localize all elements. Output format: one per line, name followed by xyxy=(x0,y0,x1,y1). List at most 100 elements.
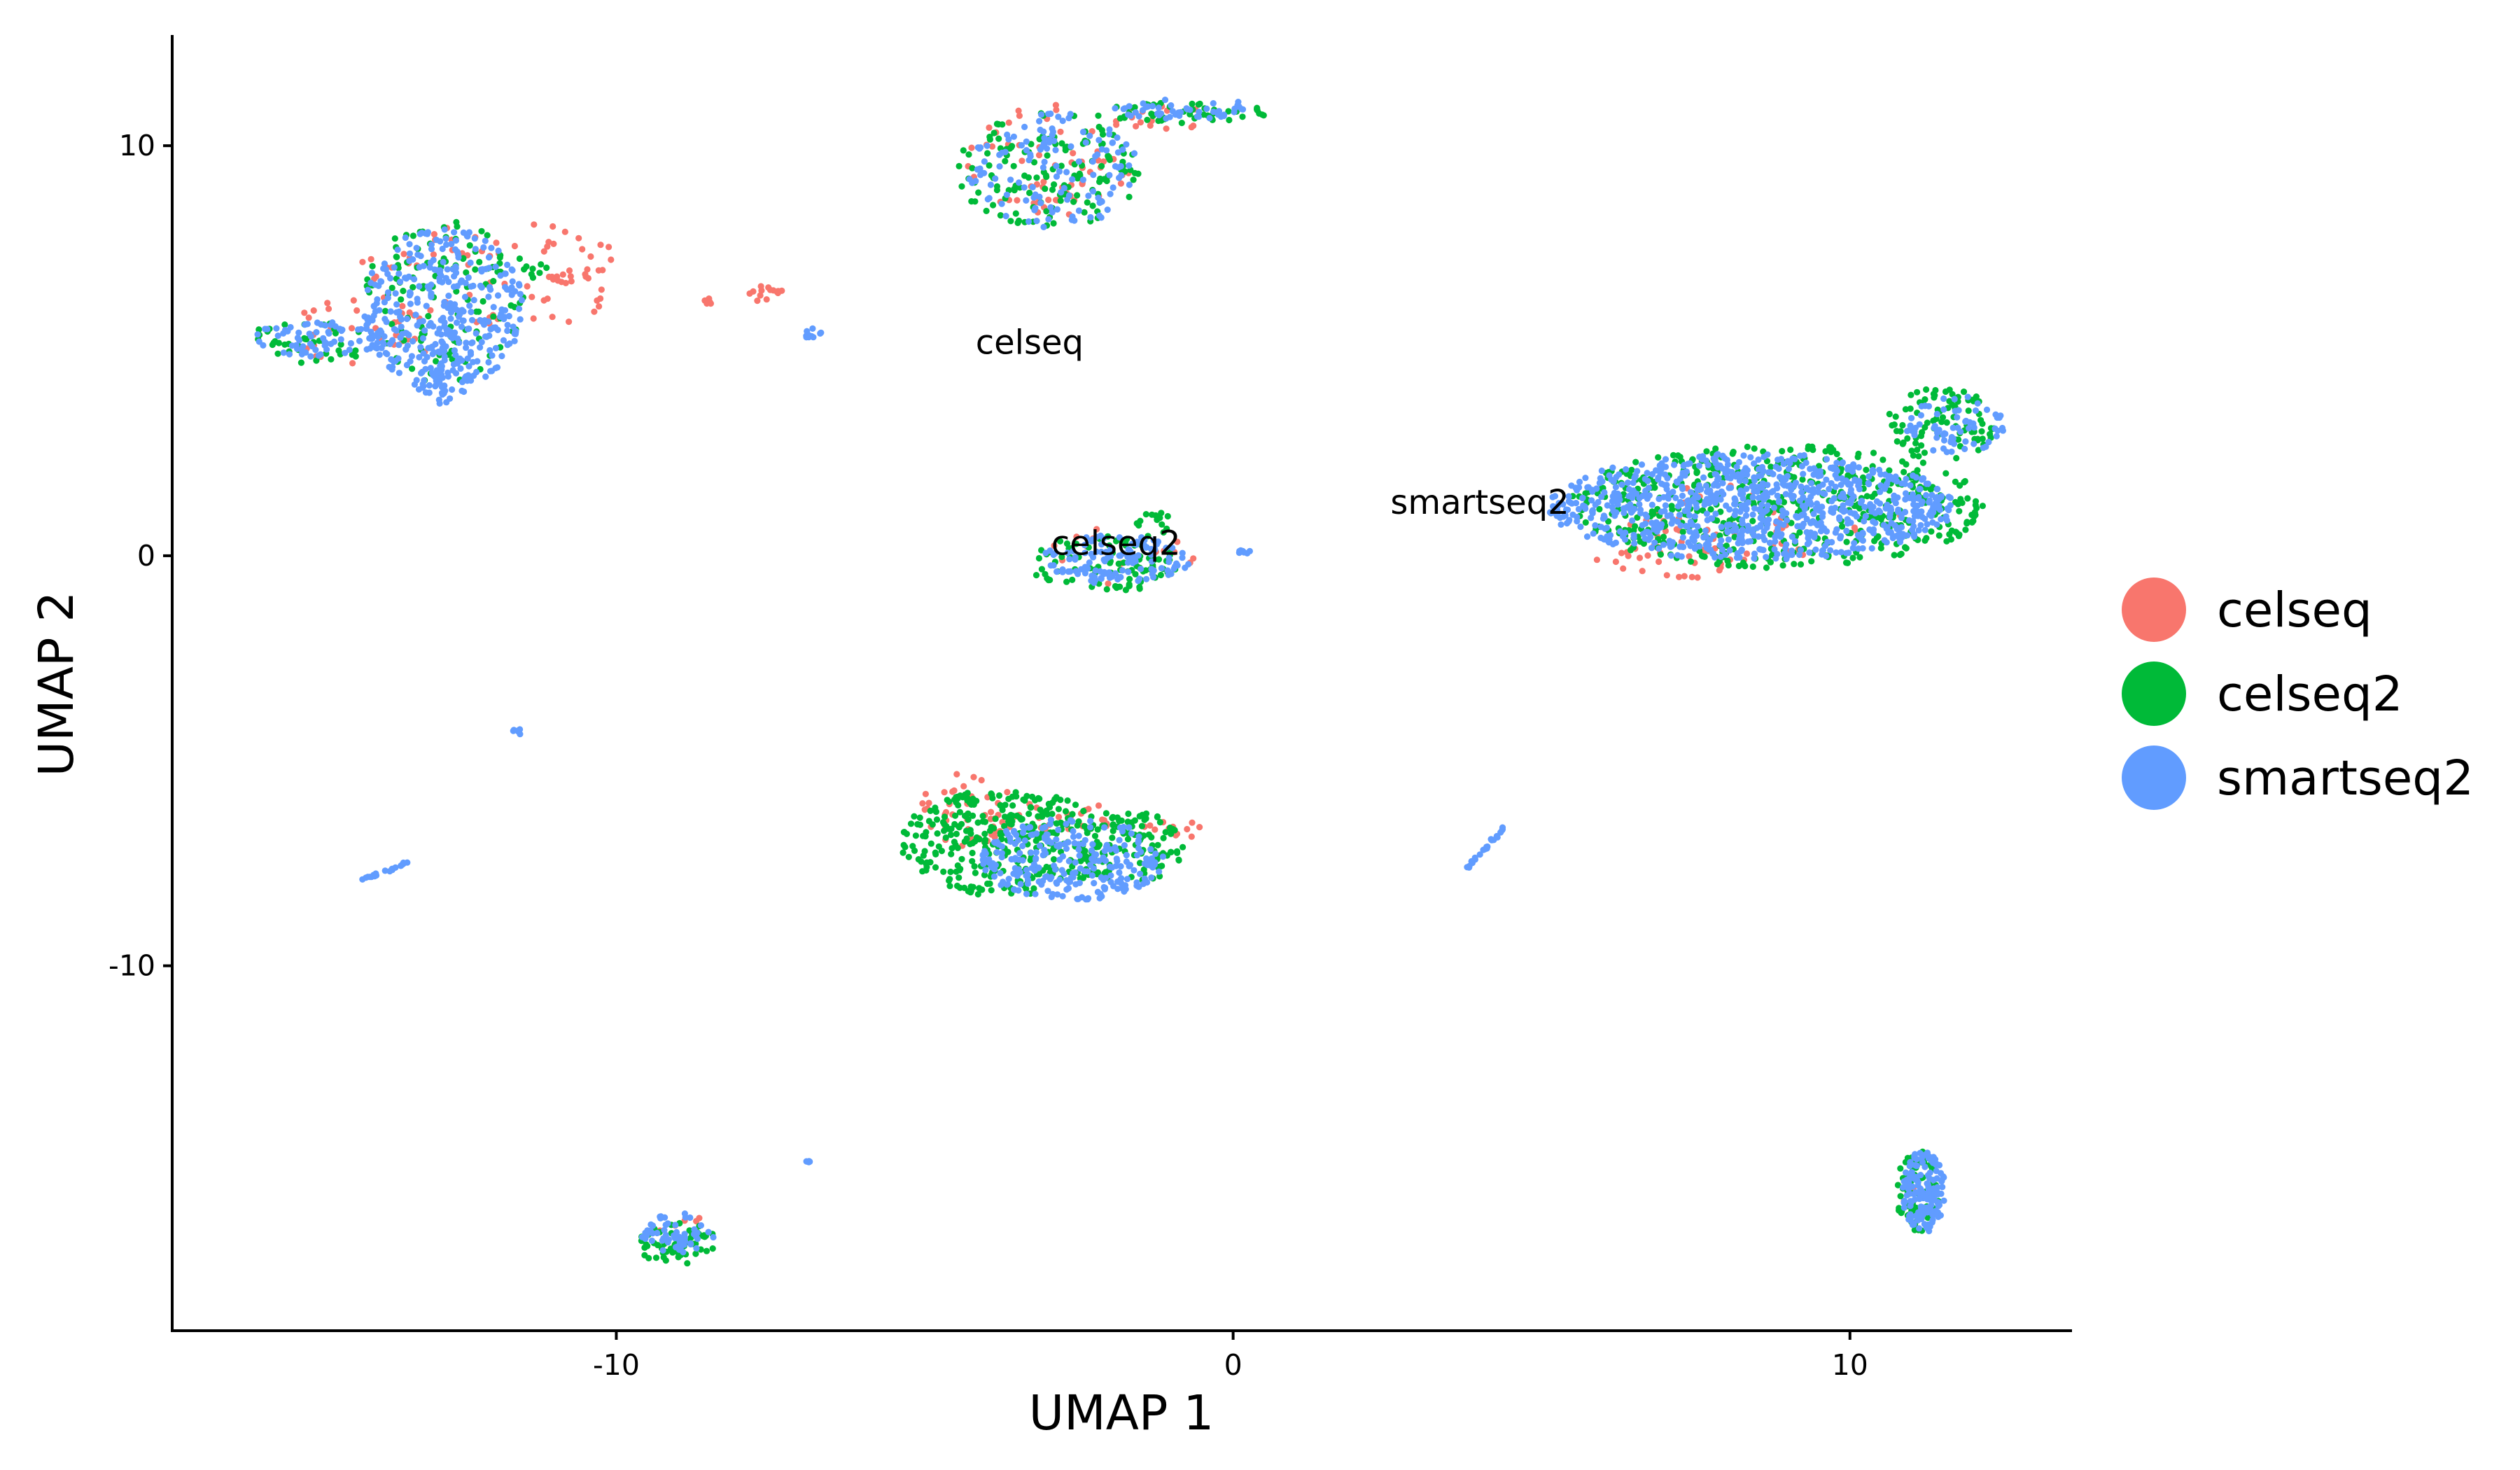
smartseq2-point xyxy=(403,315,411,323)
smartseq2-point xyxy=(397,334,404,341)
smartseq2-point xyxy=(644,1227,651,1234)
smartseq2-point xyxy=(1744,527,1751,534)
smartseq2-point xyxy=(1740,495,1746,502)
smartseq2-point xyxy=(1933,434,1940,441)
smartseq2-point xyxy=(451,273,458,280)
celseq2-point xyxy=(1016,184,1023,191)
smartseq2-point xyxy=(1021,184,1028,191)
smartseq2-point xyxy=(407,358,414,365)
celseq2-point xyxy=(1103,177,1110,185)
smartseq2-point xyxy=(1040,164,1046,171)
celseq2-point xyxy=(1009,812,1016,819)
smartseq2-point xyxy=(381,299,388,306)
celseq2-point xyxy=(960,147,967,154)
smartseq2-point xyxy=(441,356,448,364)
smartseq2-point xyxy=(1856,486,1863,493)
smartseq2-point xyxy=(1604,502,1611,509)
smartseq2-point xyxy=(1092,577,1099,584)
smartseq2-point xyxy=(420,383,427,390)
smartseq2-point xyxy=(1023,890,1030,897)
celseq2-point xyxy=(952,812,959,819)
smartseq2-point xyxy=(1724,528,1731,535)
smartseq2-point xyxy=(1183,106,1191,113)
smartseq2-point xyxy=(406,250,414,257)
celseq2-point xyxy=(1126,575,1133,582)
smartseq2-point xyxy=(1135,578,1142,584)
smartseq2-point xyxy=(260,342,267,349)
smartseq2-point xyxy=(1658,508,1665,515)
smartseq2-point xyxy=(1843,527,1850,535)
celseq2-point xyxy=(919,868,926,875)
celseq2-point xyxy=(1628,466,1635,474)
celseq2-point xyxy=(989,794,996,802)
smartseq2-point xyxy=(1068,143,1074,150)
smartseq2-point xyxy=(1644,514,1651,521)
celseq2-point xyxy=(1058,553,1065,561)
smartseq2-point xyxy=(697,1222,705,1229)
celseq2-point xyxy=(1714,561,1721,568)
smartseq2-point xyxy=(1723,456,1730,463)
smartseq2-point xyxy=(428,246,435,253)
smartseq2-point xyxy=(485,358,492,366)
smartseq2-point xyxy=(1800,451,1807,459)
smartseq2-point xyxy=(1792,479,1800,486)
celseq-point xyxy=(324,300,331,307)
smartseq2-point xyxy=(1598,467,1605,475)
smartseq2-point xyxy=(1086,824,1094,831)
smartseq2-point xyxy=(1002,827,1010,834)
smartseq2-point xyxy=(1000,878,1007,886)
smartseq2-point xyxy=(1036,118,1043,125)
smartseq2-point xyxy=(458,387,465,395)
smartseq2-point xyxy=(1059,118,1066,125)
celseq-point xyxy=(493,239,500,246)
smartseq2-point xyxy=(1963,417,1970,424)
smartseq2-point xyxy=(1011,886,1018,893)
smartseq2-point xyxy=(676,1246,683,1253)
celseq2-point xyxy=(275,340,282,346)
smartseq2-point xyxy=(428,293,435,300)
smartseq2-point xyxy=(1859,530,1866,538)
smartseq2-point xyxy=(1651,539,1658,546)
celseq2-point xyxy=(1918,442,1925,449)
celseq2-point xyxy=(915,856,922,863)
smartseq2-point xyxy=(384,294,391,302)
smartseq2-point xyxy=(1179,554,1186,561)
celseq2-point xyxy=(1156,819,1163,826)
smartseq2-point xyxy=(997,869,1004,876)
smartseq2-point xyxy=(1929,1156,1936,1163)
smartseq2-point xyxy=(1915,526,1922,534)
smartseq2-point xyxy=(1027,151,1034,158)
smartseq2-point xyxy=(374,340,381,346)
smartseq2-point xyxy=(1098,548,1105,556)
celseq-point xyxy=(1189,819,1196,826)
smartseq2-point xyxy=(1609,540,1616,548)
smartseq2-point xyxy=(1221,111,1228,118)
smartseq2-point xyxy=(1592,501,1599,508)
smartseq2-point xyxy=(1919,513,1926,521)
smartseq2-point xyxy=(1806,549,1813,556)
celseq2-point xyxy=(475,308,482,315)
smartseq2-point xyxy=(433,367,440,374)
smartseq2-point xyxy=(466,302,473,309)
smartseq2-point xyxy=(492,344,500,351)
smartseq2-point xyxy=(1056,856,1063,863)
smartseq2-point xyxy=(1931,1190,1938,1197)
celseq2-point xyxy=(1062,146,1069,154)
smartseq2-point xyxy=(1039,825,1046,832)
smartseq2-point xyxy=(1933,495,1940,502)
celseq2-point xyxy=(382,307,389,314)
celseq2-point xyxy=(916,814,923,821)
smartseq2-point xyxy=(1726,522,1733,528)
smartseq2-point xyxy=(1090,865,1097,872)
smartseq2-point xyxy=(1117,162,1124,170)
smartseq2-point xyxy=(1669,539,1676,546)
smartseq2-point xyxy=(1592,522,1599,529)
smartseq2-point xyxy=(982,867,989,874)
celseq2-point xyxy=(1158,521,1166,528)
smartseq2-point xyxy=(1940,437,1948,444)
smartseq2-point xyxy=(436,400,443,407)
smartseq2-point xyxy=(1124,559,1131,566)
smartseq2-point xyxy=(286,351,293,358)
smartseq2-point xyxy=(517,290,524,298)
smartseq2-point xyxy=(1747,454,1754,461)
